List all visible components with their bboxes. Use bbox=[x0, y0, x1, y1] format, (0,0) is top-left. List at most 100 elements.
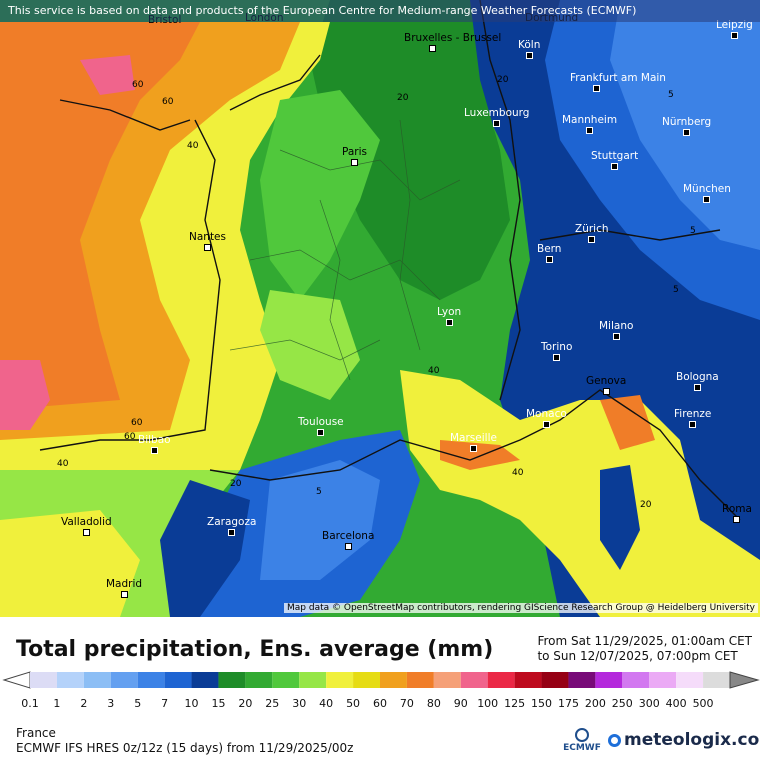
legend-swatch bbox=[487, 672, 515, 688]
city-bilbao: Bilbao bbox=[138, 434, 171, 454]
city-koln: Köln bbox=[518, 39, 540, 59]
legend-swatch bbox=[30, 672, 57, 688]
legend-swatch bbox=[353, 672, 380, 688]
contour-label: 20 bbox=[397, 93, 409, 103]
legend-tick-label: 30 bbox=[292, 697, 307, 710]
contour-label: 40 bbox=[428, 366, 440, 376]
contour-label: 20 bbox=[497, 75, 509, 85]
city-marker bbox=[82, 529, 90, 536]
city-marker bbox=[525, 52, 533, 59]
legend-swatch bbox=[568, 672, 596, 688]
city-marker bbox=[317, 429, 325, 436]
meteologix-icon bbox=[608, 734, 621, 747]
legend-tick-label: 5 bbox=[134, 697, 142, 710]
city-marker bbox=[689, 421, 697, 428]
city-marker bbox=[204, 244, 211, 251]
legend-tick-label: 500 bbox=[692, 697, 714, 710]
city-marker bbox=[612, 333, 620, 340]
contour-label: 60 bbox=[162, 97, 174, 107]
legend-tick-label: 60 bbox=[373, 697, 387, 710]
city-munchen: München bbox=[683, 183, 731, 203]
contour-label: 60 bbox=[131, 418, 143, 428]
contour-label: 60 bbox=[132, 80, 144, 90]
city-genova: Genova bbox=[586, 375, 626, 395]
city-zaragoza: Zaragoza bbox=[207, 516, 256, 536]
chart-title: Total precipitation, Ens. average (mm) bbox=[16, 637, 494, 662]
city-bruxelles: Bruxelles - Brussel bbox=[404, 32, 501, 52]
city-monaco: Monaco bbox=[526, 408, 567, 428]
city-bern: Bern bbox=[537, 243, 561, 263]
legend-tick-label: 2 bbox=[80, 697, 88, 710]
city-nantes: Nantes bbox=[189, 231, 226, 251]
data-source-banner: This service is based on data and produc… bbox=[0, 0, 760, 22]
map-field bbox=[0, 0, 760, 617]
city-leipzig: Leipzig bbox=[716, 19, 753, 39]
contour-label: 40 bbox=[187, 141, 199, 151]
city-marker bbox=[445, 319, 453, 326]
city-marker bbox=[733, 516, 741, 523]
legend-swatch bbox=[649, 672, 677, 688]
legend-tick-label: 300 bbox=[638, 697, 660, 710]
legend-tick-label: 400 bbox=[665, 697, 687, 710]
period-from: From Sat 11/29/2025, 01:00am CET bbox=[537, 634, 752, 648]
legend-swatch bbox=[406, 672, 434, 688]
city-marker bbox=[683, 129, 691, 136]
legend-tick-label: 25 bbox=[265, 697, 280, 710]
city-firenze: Firenze bbox=[674, 408, 711, 428]
precipitation-map[interactable]: This service is based on data and produc… bbox=[0, 0, 760, 617]
legend-swatch bbox=[433, 672, 461, 688]
meteologix-logo[interactable]: meteologix.com bbox=[608, 730, 760, 750]
legend-swatch bbox=[191, 672, 219, 688]
legend-swatch bbox=[245, 672, 273, 688]
city-marker bbox=[588, 236, 596, 243]
city-torino: Torino bbox=[541, 341, 572, 361]
contour-label: 5 bbox=[316, 487, 322, 497]
precipitation-legend bbox=[2, 671, 760, 689]
legend-tick-label: 3 bbox=[107, 697, 115, 710]
legend-tick-label: 80 bbox=[426, 697, 441, 710]
city-zurich: Zürich bbox=[575, 223, 609, 243]
legend-swatch bbox=[595, 672, 623, 688]
legend-swatch bbox=[541, 672, 569, 688]
legend-arrow-high bbox=[729, 671, 760, 689]
city-milano: Milano bbox=[599, 320, 633, 340]
legend-tick-label: 100 bbox=[477, 697, 499, 710]
legend-tick-label: 125 bbox=[504, 697, 526, 710]
legend-arrow-low bbox=[2, 671, 31, 689]
contour-label: 20 bbox=[640, 500, 652, 510]
city-lyon: Lyon bbox=[437, 306, 461, 326]
city-frankfurt: Frankfurt am Main bbox=[570, 72, 666, 92]
ecmwf-logo: ECMWF bbox=[562, 728, 602, 758]
contour-label: 5 bbox=[690, 226, 696, 236]
city-mannheim: Mannheim bbox=[562, 114, 617, 134]
legend-tick-label: 50 bbox=[346, 697, 361, 710]
period-to: to Sun 12/07/2025, 07:00pm CET bbox=[537, 649, 738, 663]
city-paris: Paris bbox=[342, 146, 367, 166]
city-marker bbox=[120, 591, 128, 598]
city-marker bbox=[592, 85, 600, 92]
region-label: France bbox=[16, 726, 56, 740]
city-luxembourg: Luxembourg bbox=[464, 107, 529, 127]
city-toulouse: Toulouse bbox=[298, 416, 344, 436]
city-bologna: Bologna bbox=[676, 371, 719, 391]
model-info: ECMWF IFS HRES 0z/12z (15 days) from 11/… bbox=[16, 741, 354, 755]
legend-tick-label: 1 bbox=[53, 697, 61, 710]
city-marker bbox=[611, 163, 619, 170]
legend-tick-label: 200 bbox=[584, 697, 606, 710]
legend-tick-label: 7 bbox=[161, 697, 169, 710]
city-marker bbox=[150, 447, 158, 454]
legend-swatch bbox=[218, 672, 246, 688]
city-marker bbox=[545, 256, 553, 263]
city-marker bbox=[469, 445, 477, 452]
city-marker bbox=[228, 529, 236, 536]
contour-label: 5 bbox=[668, 90, 674, 100]
city-roma: Roma bbox=[722, 503, 752, 523]
legend-swatch bbox=[703, 672, 730, 688]
contour-label: 5 bbox=[673, 285, 679, 295]
legend-tick-label: 150 bbox=[531, 697, 553, 710]
legend-tick-label: 0.1 bbox=[21, 697, 39, 710]
contour-label: 20 bbox=[230, 479, 242, 489]
legend-swatch bbox=[514, 672, 542, 688]
legend-swatch bbox=[622, 672, 650, 688]
legend-tick-label: 40 bbox=[319, 697, 334, 710]
